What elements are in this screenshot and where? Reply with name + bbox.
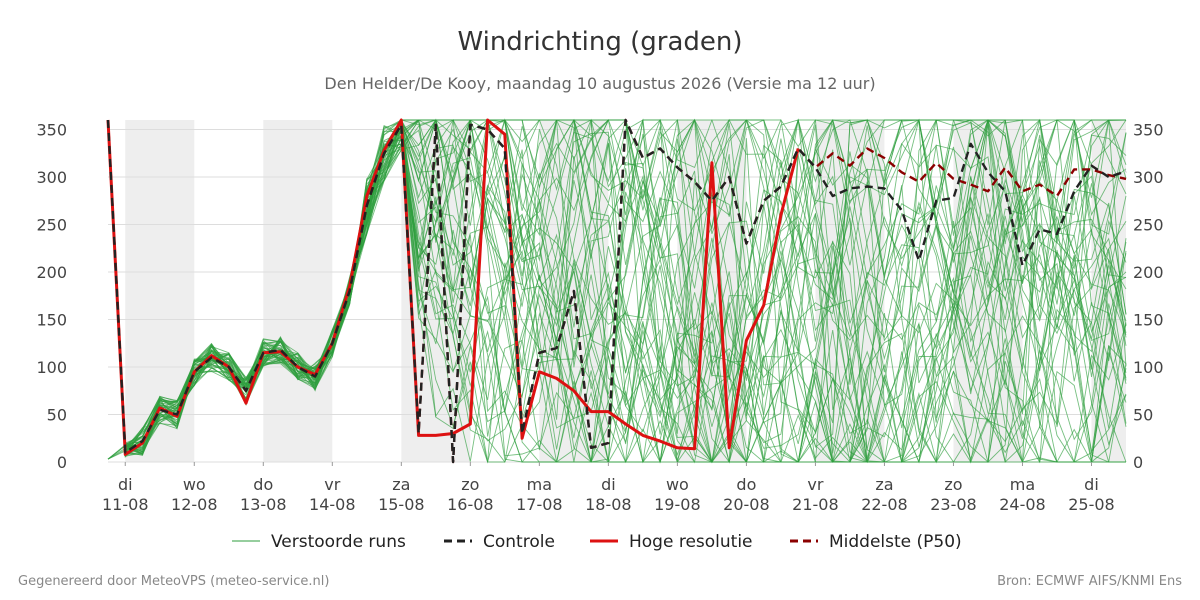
x-tick-date-14: 25-08 bbox=[1068, 495, 1115, 514]
x-tick-day-14: di bbox=[1084, 475, 1099, 494]
y-tick-right-0: 0 bbox=[1133, 453, 1143, 472]
y-axis-left: 0 50 100 150 200 250 300 350 bbox=[36, 121, 67, 473]
x-tick-day-12: zo bbox=[944, 475, 962, 494]
y-tick-left-300: 300 bbox=[36, 168, 67, 187]
legend-label-3: Middelste (P50) bbox=[829, 532, 962, 552]
x-tick-date-5: 16-08 bbox=[447, 495, 494, 514]
x-tick-date-2: 13-08 bbox=[240, 495, 287, 514]
y-tick-right-300: 300 bbox=[1133, 168, 1164, 187]
ensemble-run-48 bbox=[107, 118, 1126, 463]
legend-label-0: Verstoorde runs bbox=[271, 532, 406, 552]
ensemble-run-22 bbox=[107, 119, 1127, 463]
ensemble-run-49 bbox=[107, 118, 1127, 464]
x-tick-day-8: wo bbox=[666, 475, 689, 494]
x-tick-date-11: 22-08 bbox=[861, 495, 908, 514]
footer-left: Gegenereerd door MeteoVPS (meteo-service… bbox=[18, 574, 329, 589]
x-tick-date-13: 24-08 bbox=[999, 495, 1046, 514]
x-tick-day-3: vr bbox=[324, 475, 340, 494]
x-tick-day-7: di bbox=[601, 475, 616, 494]
ensemble-run-25 bbox=[107, 118, 1126, 463]
x-tick-date-12: 23-08 bbox=[930, 495, 977, 514]
y-axis-right: 0 50 100 150 200 250 300 350 bbox=[1133, 121, 1164, 473]
legend: Verstoorde runs Controle Hoge resolutie Mid… bbox=[232, 532, 962, 552]
y-tick-right-50: 50 bbox=[1133, 406, 1153, 425]
x-tick-date-6: 17-08 bbox=[516, 495, 563, 514]
x-tick-day-6: ma bbox=[527, 475, 552, 494]
main-series bbox=[106, 118, 1127, 464]
y-tick-left-350: 350 bbox=[36, 121, 67, 140]
x-tick-date-7: 18-08 bbox=[585, 495, 632, 514]
x-tick-day-2: do bbox=[253, 475, 273, 494]
y-tick-right-350: 350 bbox=[1133, 121, 1164, 140]
series-controle bbox=[106, 118, 1127, 464]
legend-label-2: Hoge resolutie bbox=[629, 532, 753, 552]
x-tick-date-0: 11-08 bbox=[102, 495, 149, 514]
x-axis: di11-08wo12-08do13-08vr14-08za15-08zo16-… bbox=[102, 462, 1115, 514]
x-tick-day-1: wo bbox=[183, 475, 206, 494]
y-tick-right-200: 200 bbox=[1133, 263, 1164, 282]
ensemble-run-50 bbox=[107, 118, 1127, 464]
y-tick-left-100: 100 bbox=[36, 358, 67, 377]
x-tick-date-3: 14-08 bbox=[309, 495, 356, 514]
y-tick-right-250: 250 bbox=[1133, 216, 1164, 235]
y-tick-right-100: 100 bbox=[1133, 358, 1164, 377]
y-tick-left-50: 50 bbox=[47, 406, 67, 425]
x-tick-date-9: 20-08 bbox=[723, 495, 770, 514]
x-tick-date-8: 19-08 bbox=[654, 495, 701, 514]
night-band-1 bbox=[263, 120, 333, 462]
y-tick-left-150: 150 bbox=[36, 311, 67, 330]
y-tick-left-0: 0 bbox=[57, 453, 67, 472]
ensemble-run-37 bbox=[107, 118, 1127, 464]
chart-subtitle: Den Helder/De Kooy, maandag 10 augustus … bbox=[324, 74, 875, 93]
x-tick-day-5: zo bbox=[461, 475, 479, 494]
ensemble-lines bbox=[107, 118, 1127, 464]
ensemble-run-47 bbox=[107, 118, 1127, 464]
x-tick-day-9: do bbox=[736, 475, 756, 494]
x-tick-day-4: za bbox=[392, 475, 410, 494]
x-tick-day-11: za bbox=[875, 475, 893, 494]
x-tick-date-4: 15-08 bbox=[378, 495, 425, 514]
footer-right: Bron: ECMWF AIFS/KNMI Ens bbox=[997, 574, 1182, 589]
y-tick-left-250: 250 bbox=[36, 216, 67, 235]
x-tick-day-0: di bbox=[118, 475, 133, 494]
chart-title: Windrichting (graden) bbox=[457, 27, 742, 57]
x-tick-date-10: 21-08 bbox=[792, 495, 839, 514]
x-tick-date-1: 12-08 bbox=[171, 495, 218, 514]
legend-label-1: Controle bbox=[483, 532, 555, 552]
x-tick-day-10: vr bbox=[807, 475, 823, 494]
x-tick-day-13: ma bbox=[1010, 475, 1035, 494]
y-tick-left-200: 200 bbox=[36, 263, 67, 282]
ensemble-run-24 bbox=[107, 118, 1126, 464]
y-tick-right-150: 150 bbox=[1133, 311, 1164, 330]
